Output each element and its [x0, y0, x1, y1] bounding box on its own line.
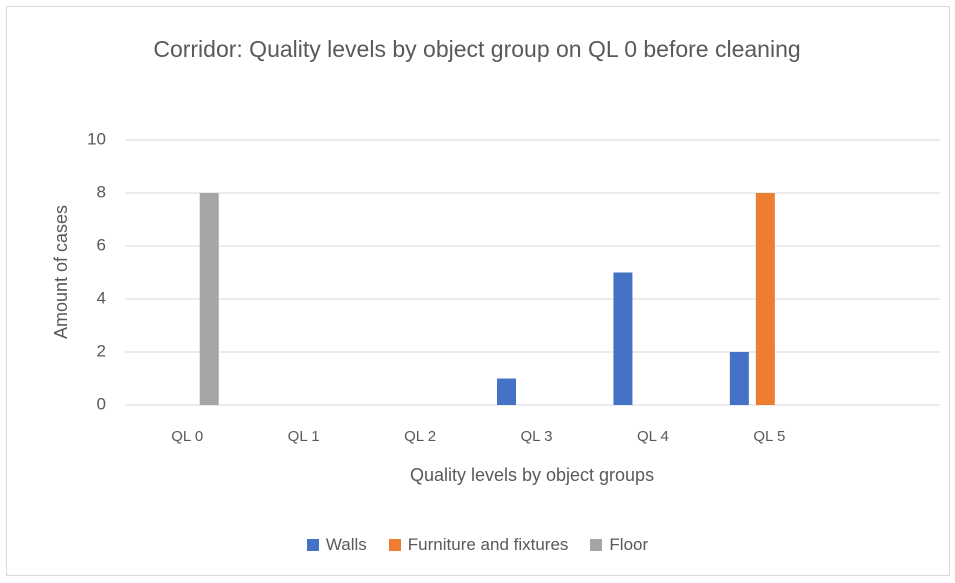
- bar: [613, 272, 633, 405]
- legend-label: Floor: [609, 535, 649, 554]
- bar: [755, 193, 775, 405]
- x-tick-label: QL 2: [404, 428, 436, 445]
- y-tick-label: 10: [87, 129, 106, 148]
- x-tick-label: QL 1: [288, 428, 320, 445]
- x-axis-label: Quality levels by object groups: [410, 465, 654, 485]
- y-tick-label: 8: [97, 182, 106, 201]
- legend-label: Furniture and fixtures: [407, 535, 569, 554]
- legend-label: Walls: [325, 535, 367, 554]
- bar: [497, 378, 516, 405]
- bar: [199, 193, 219, 405]
- x-tick-label: QL 5: [753, 428, 785, 445]
- x-tick-label: QL 4: [637, 428, 669, 445]
- chart-title: Corridor: Quality levels by object group…: [153, 36, 801, 62]
- y-tick-label: 4: [97, 288, 106, 307]
- x-tick-label: QL 0: [171, 428, 203, 445]
- chart-frame: [6, 6, 950, 576]
- x-tick-label: QL 3: [521, 428, 553, 445]
- y-axis-label: Amount of cases: [51, 205, 71, 339]
- y-tick-label: 2: [97, 341, 106, 360]
- y-tick-label: 0: [97, 394, 106, 413]
- legend-item: Furniture and fixtures: [388, 535, 569, 555]
- legend-swatch: [388, 539, 401, 551]
- legend: Walls Furniture and fixtures Floor: [0, 535, 955, 555]
- legend-item: Walls: [306, 535, 367, 555]
- y-tick-label: 6: [97, 235, 106, 254]
- legend-swatch: [306, 539, 319, 551]
- legend-swatch: [590, 539, 603, 551]
- bar: [729, 352, 749, 405]
- legend-item: Floor: [590, 535, 648, 555]
